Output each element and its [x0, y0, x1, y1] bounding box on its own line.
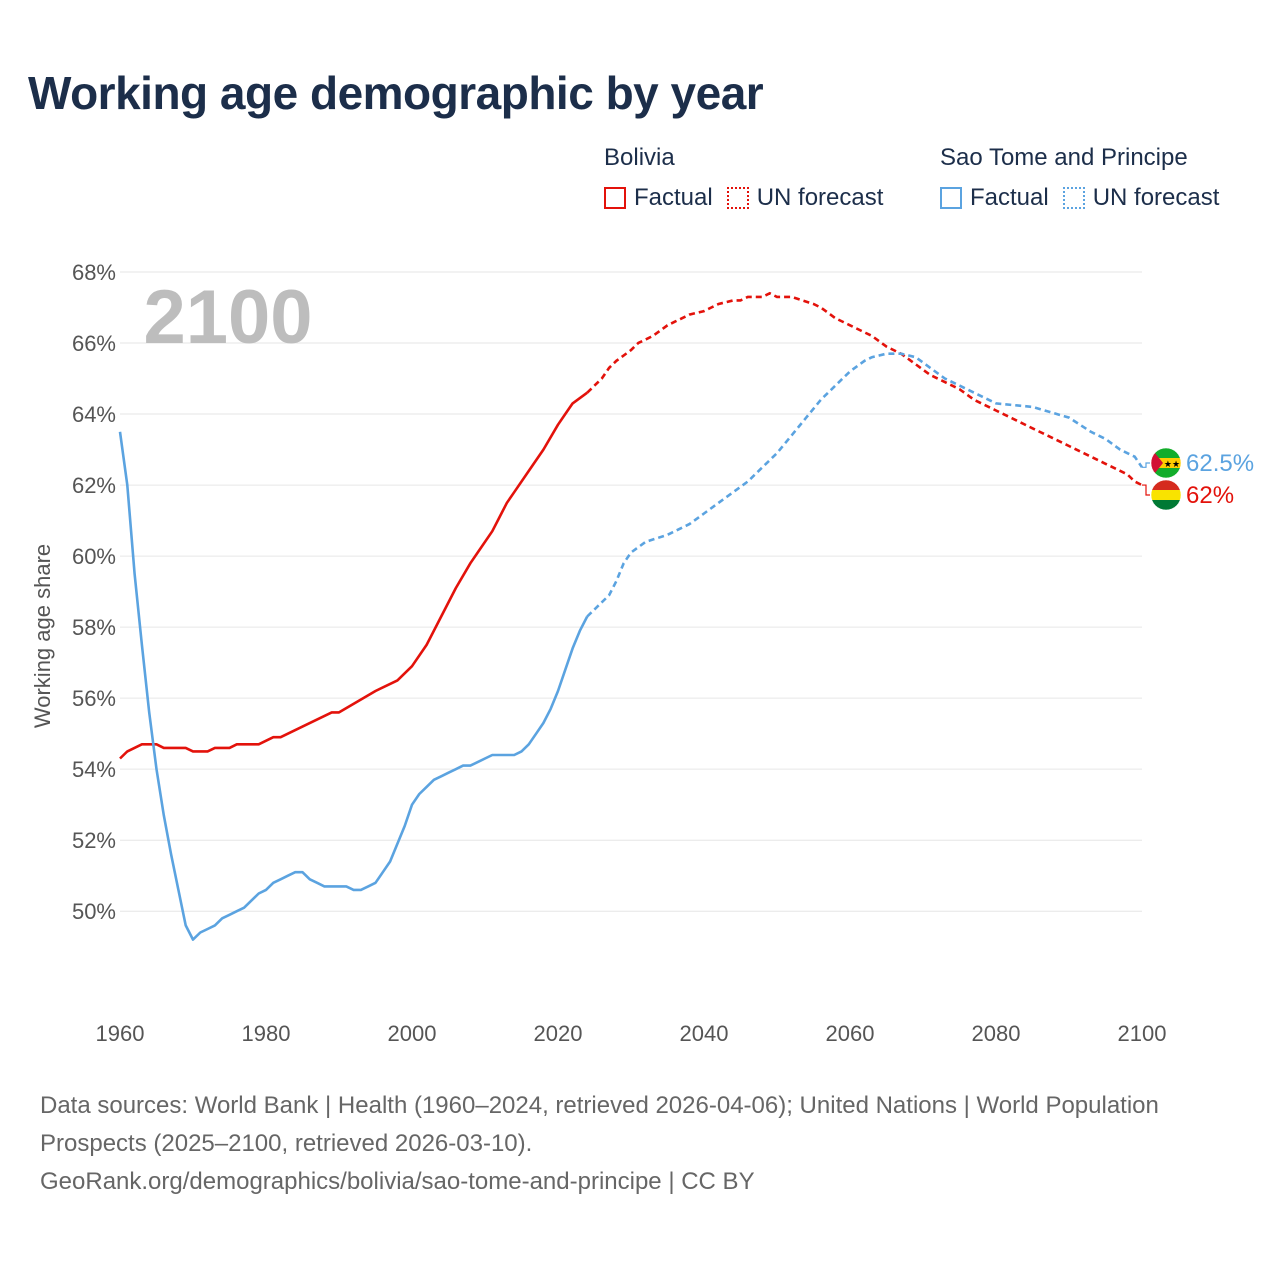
series-line-sao-tome-and-principe-factual [118, 431, 589, 941]
flag-stripe [1151, 448, 1181, 458]
legend-swatch-solid [604, 187, 626, 209]
y-tick-label: 66% [72, 331, 116, 356]
flag-stars: ★★ [1164, 460, 1180, 470]
y-tick-label: 64% [72, 402, 116, 427]
legend-group-name: Sao Tome and Principe [940, 144, 1188, 171]
legend-item-sao-tome-factual[interactable]: Factual [940, 184, 1049, 212]
legend-swatch-solid [940, 187, 962, 209]
flag-stripe [1151, 490, 1181, 500]
data-sources-text: Data sources: World Bank | Health (1960–… [40, 1092, 1159, 1157]
flag-outline [1150, 447, 1182, 479]
y-tick-label: 60% [72, 544, 116, 569]
series-line-bolivia-forecast [586, 291, 1143, 487]
series-line-bolivia-factual [119, 391, 588, 760]
end-connector [1142, 484, 1150, 496]
x-tick-label: 2100 [1118, 1021, 1167, 1046]
legend-swatch-dotted [726, 187, 749, 209]
y-tick-label: 54% [72, 757, 116, 782]
legend-label: UN forecast [756, 184, 884, 211]
y-tick-label: 56% [72, 686, 116, 711]
end-connector [1142, 462, 1150, 468]
flag-stripe [1151, 500, 1181, 510]
flag-triangle [1151, 448, 1163, 478]
legend-group-name: Bolivia [604, 144, 675, 171]
x-tick-label: 2060 [826, 1021, 875, 1046]
sao-tome-flag-icon [1150, 447, 1182, 479]
y-axis-title: Working age share [30, 544, 55, 728]
legend-label: UN forecast [1092, 184, 1220, 211]
flag-outline [1150, 479, 1182, 511]
legend-label: Factual [970, 184, 1049, 211]
x-tick-label: 1980 [242, 1021, 291, 1046]
legend-label: Factual [634, 184, 713, 211]
end-value-label: 62.5% [1186, 450, 1254, 477]
x-tick-label: 2040 [680, 1021, 729, 1046]
legend-item-bolivia-factual[interactable]: Factual [604, 184, 713, 212]
legend-swatch-dotted [1062, 187, 1085, 209]
chart-footer: Data sources: World Bank | Health (1960–… [40, 1087, 1240, 1201]
flag-body [1151, 480, 1181, 510]
attribution-text: GeoRank.org/demographics/bolivia/sao-tom… [40, 1168, 755, 1195]
flag-stripe [1151, 480, 1181, 490]
legend-item-bolivia-forecast[interactable]: UN forecast [726, 184, 884, 212]
x-tick-label: 2020 [534, 1021, 583, 1046]
legend-item-sao-tome-forecast[interactable]: UN forecast [1062, 184, 1220, 212]
year-watermark: 2100 [143, 275, 312, 360]
flag-stripe [1151, 468, 1181, 478]
end-value-label: 62% [1186, 482, 1234, 509]
x-tick-label: 2080 [972, 1021, 1021, 1046]
legend-group-sao-tome: Sao Tome and Principe Factual UN forecas… [940, 144, 1233, 212]
bolivia-flag-icon [1150, 479, 1182, 511]
chart-title: Working age demographic by year [28, 67, 764, 119]
y-tick-label: 52% [72, 828, 116, 853]
legend-group-bolivia: Bolivia Factual UN forecast [604, 144, 897, 212]
y-tick-label: 50% [72, 899, 116, 924]
flag-body [1151, 448, 1181, 478]
y-tick-label: 62% [72, 473, 116, 498]
x-tick-label: 1960 [96, 1021, 145, 1046]
y-tick-label: 58% [72, 615, 116, 640]
flag-stripe [1151, 458, 1181, 468]
y-tick-label: 68% [72, 260, 116, 285]
x-tick-label: 2000 [388, 1021, 437, 1046]
